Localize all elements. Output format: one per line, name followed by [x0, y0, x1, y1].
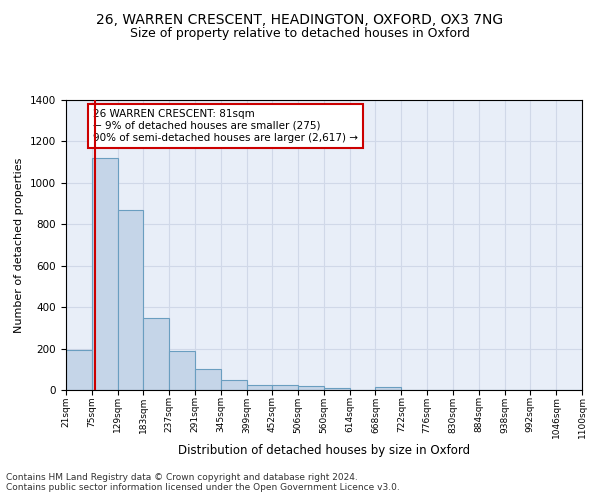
X-axis label: Distribution of detached houses by size in Oxford: Distribution of detached houses by size …: [178, 444, 470, 457]
Bar: [376, 387, 401, 390]
Text: 26 WARREN CRESCENT: 81sqm
← 9% of detached houses are smaller (275)
90% of semi-: 26 WARREN CRESCENT: 81sqm ← 9% of detach…: [93, 110, 358, 142]
Bar: [143, 318, 169, 390]
Text: 26, WARREN CRESCENT, HEADINGTON, OXFORD, OX3 7NG: 26, WARREN CRESCENT, HEADINGTON, OXFORD,…: [97, 12, 503, 26]
Bar: [272, 385, 298, 390]
Text: Contains HM Land Registry data © Crown copyright and database right 2024.
Contai: Contains HM Land Registry data © Crown c…: [6, 473, 400, 492]
Bar: [221, 380, 247, 390]
Bar: [118, 210, 143, 390]
Bar: [169, 350, 195, 390]
Text: Size of property relative to detached houses in Oxford: Size of property relative to detached ho…: [130, 28, 470, 40]
Bar: [92, 158, 118, 390]
Bar: [247, 385, 272, 390]
Y-axis label: Number of detached properties: Number of detached properties: [14, 158, 25, 332]
Bar: [66, 350, 92, 390]
Bar: [324, 388, 350, 390]
Bar: [195, 370, 221, 390]
Bar: [298, 386, 324, 390]
